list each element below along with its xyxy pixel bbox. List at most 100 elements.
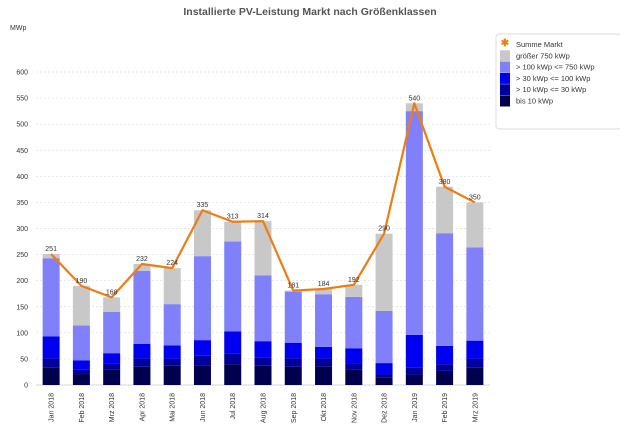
y-axis-label: MWp <box>10 25 26 32</box>
bar-segment <box>133 343 151 359</box>
bar-segment <box>163 358 181 366</box>
x-tick-label: Sep 2018 <box>291 393 298 423</box>
bar-segment <box>466 247 484 341</box>
data-label: 313 <box>227 214 239 221</box>
y-tick-label: 250 <box>16 252 28 259</box>
bar-segment <box>42 367 60 385</box>
legend-asterisk-icon: ✱ <box>501 38 510 49</box>
legend-label: > 30 kWp <= 100 kWp <box>516 74 590 83</box>
bar-segment <box>436 364 454 371</box>
bar-segment <box>345 369 363 385</box>
bar-segment <box>193 340 211 356</box>
x-tick-label: Feb 2019 <box>442 393 449 423</box>
bar-segment <box>315 366 333 385</box>
bar-segment <box>466 358 484 368</box>
y-tick-label: 100 <box>16 330 28 337</box>
y-tick-label: 200 <box>16 278 28 285</box>
bar-segment <box>254 341 272 358</box>
y-tick-label: 0 <box>24 383 28 390</box>
bar-segment <box>405 367 423 375</box>
bar-segment <box>254 365 272 385</box>
bar-segment <box>405 334 423 368</box>
bar-segment <box>72 374 90 385</box>
bar-segment <box>42 336 60 359</box>
bar-segment <box>315 289 333 295</box>
bar-segment <box>254 357 272 366</box>
bar-segment <box>315 358 333 367</box>
legend-swatch <box>500 72 510 84</box>
legend-swatch <box>500 95 510 107</box>
x-tick-label: Jan 2018 <box>49 393 56 422</box>
bar-segment <box>103 353 121 364</box>
bar-segment <box>345 348 363 364</box>
y-tick-label: 550 <box>16 96 28 103</box>
bar-segment <box>133 358 151 367</box>
bar-segment <box>375 363 393 375</box>
bar-segment <box>345 363 363 370</box>
bar-segment <box>42 254 60 259</box>
data-label: 168 <box>106 289 118 296</box>
bar-segment <box>103 297 121 312</box>
bar-segment <box>254 275 272 342</box>
legend-label: bis 10 kWp <box>516 97 553 106</box>
bar-segment <box>466 367 484 385</box>
bar-segment <box>254 221 272 276</box>
x-tick-label: Feb 2018 <box>79 393 86 423</box>
x-tick-label: Mrz 2018 <box>109 393 116 422</box>
x-tick-label: Nov 2018 <box>351 393 358 423</box>
bar-segment <box>103 363 121 370</box>
x-tick-label: Dez 2018 <box>382 393 389 423</box>
y-tick-label: 150 <box>16 304 28 311</box>
bar-segment <box>436 345 454 365</box>
y-tick-label: 50 <box>20 356 28 363</box>
bar-segment <box>284 342 302 359</box>
x-tick-label: Apr 2018 <box>139 393 146 422</box>
bar-segment <box>436 370 454 385</box>
data-label: 184 <box>318 281 330 288</box>
bar-segment <box>224 364 242 385</box>
bar-segment <box>284 358 302 367</box>
bar-segment <box>72 369 90 375</box>
data-label: 290 <box>378 226 390 233</box>
bar-segment <box>72 360 90 370</box>
x-tick-label: Aug 2018 <box>261 393 268 423</box>
y-tick-label: 450 <box>16 148 28 155</box>
bar-segment <box>315 294 333 347</box>
bar-segment <box>436 233 454 346</box>
legend-swatch <box>500 50 510 62</box>
legend-label: größer 750 kWp <box>516 51 570 60</box>
bar-segment <box>405 374 423 385</box>
data-label: 540 <box>408 95 420 102</box>
bar-segment <box>375 233 393 311</box>
bar-segment <box>315 346 333 359</box>
bar-segment <box>224 353 242 365</box>
y-tick-label: 350 <box>16 200 28 207</box>
data-label: 232 <box>136 256 148 263</box>
legend-label: Summe Markt <box>516 40 564 49</box>
bar-segment <box>72 285 90 326</box>
x-tick-label: Jan 2019 <box>412 393 419 422</box>
bar-segment <box>42 358 60 368</box>
bar-segment <box>133 270 151 344</box>
legend-swatch <box>500 61 510 73</box>
chart-title: Installierte PV-Leistung Markt nach Größ… <box>183 6 436 18</box>
data-label: 190 <box>76 278 88 285</box>
y-tick-label: 500 <box>16 122 28 129</box>
bar-segment <box>466 202 484 248</box>
data-label: 224 <box>166 260 178 267</box>
bar-segment <box>72 325 90 361</box>
legend-label: > 100 kWp <= 750 kWp <box>516 63 595 72</box>
bar-segment <box>284 366 302 385</box>
data-label: 335 <box>197 202 209 209</box>
x-tick-label: Mrz 2019 <box>472 393 479 422</box>
data-label: 350 <box>469 194 481 201</box>
bar-segment <box>103 311 121 354</box>
x-tick-label: Okt 2018 <box>321 393 328 422</box>
data-label: 251 <box>45 246 57 253</box>
bar-segment <box>103 369 121 385</box>
data-label: 314 <box>257 213 269 220</box>
bar-segment <box>466 340 484 359</box>
legend: ✱ Summe Markt größer 750 kWp > 100 kWp <= 7… <box>495 33 620 130</box>
bar-segment <box>163 345 181 359</box>
